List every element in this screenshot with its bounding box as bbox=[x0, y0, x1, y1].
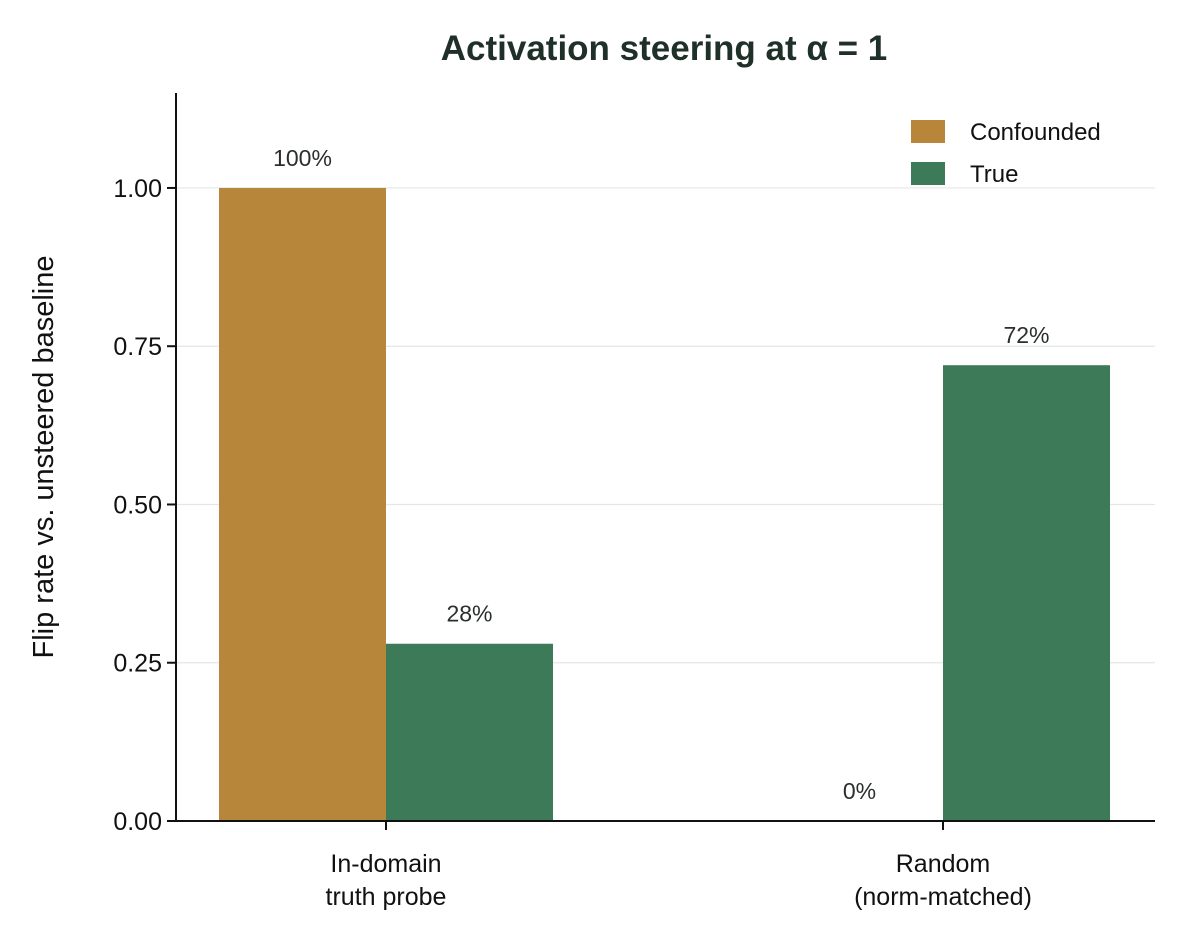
bar-true-0 bbox=[386, 643, 553, 821]
x-axis-ticks: In-domain truth probe Random (norm-matched) bbox=[326, 821, 1032, 911]
y-tick-label-3: 0.75 bbox=[113, 333, 162, 361]
x-tick-label-line: truth probe bbox=[326, 883, 447, 911]
data-label-true-0: 28% bbox=[446, 601, 492, 627]
y-tick-label-2: 0.50 bbox=[113, 491, 162, 519]
y-axis-label: Flip rate vs. unsteered baseline bbox=[28, 256, 60, 659]
y-tick-label-4: 1.00 bbox=[113, 175, 162, 203]
legend-label-true: True bbox=[970, 161, 1018, 188]
x-tick-label-0: In-domain truth probe bbox=[326, 850, 447, 911]
legend-label-confounded: Confounded bbox=[970, 119, 1101, 146]
bar-confounded-0 bbox=[219, 187, 386, 821]
data-labels: 100% 0% 28% 72% bbox=[273, 145, 1049, 804]
bars bbox=[219, 187, 1110, 821]
y-axis-ticks: 0.00 0.25 0.50 0.75 1.00 bbox=[113, 175, 176, 836]
bar-true-1 bbox=[943, 365, 1110, 821]
chart-title: Activation steering at α = 1 bbox=[441, 29, 888, 68]
legend-swatch-confounded bbox=[911, 120, 945, 143]
data-label-confounded-1: 0% bbox=[843, 778, 876, 804]
y-tick-label-0: 0.00 bbox=[113, 808, 162, 836]
x-tick-label-line: (norm-matched) bbox=[854, 883, 1032, 911]
data-label-confounded-0: 100% bbox=[273, 145, 332, 171]
y-tick-label-1: 0.25 bbox=[113, 650, 162, 678]
x-tick-label-line: In-domain bbox=[330, 850, 441, 878]
x-tick-label-1: Random (norm-matched) bbox=[854, 850, 1032, 911]
legend: Confounded True bbox=[911, 119, 1101, 188]
data-label-true-1: 72% bbox=[1003, 322, 1049, 348]
legend-swatch-true bbox=[911, 162, 945, 185]
x-tick-label-line: Random bbox=[896, 850, 991, 878]
